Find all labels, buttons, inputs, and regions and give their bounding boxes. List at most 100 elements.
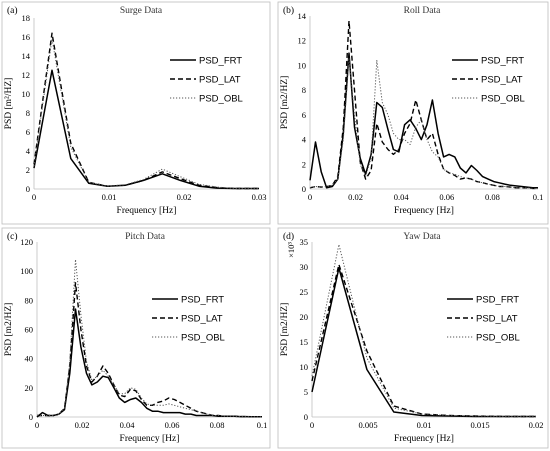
y-tick-label: 4	[302, 135, 307, 145]
panel-frame	[1, 227, 271, 449]
x-tick-label: 0	[308, 192, 312, 202]
y-tick-label: 18	[22, 13, 31, 23]
y-axis-label: PSD [m2/HZ]	[280, 76, 290, 130]
x-tick-label: 0.03	[252, 192, 267, 202]
panel-label: (c)	[7, 231, 18, 242]
series-line-psd-lat	[309, 20, 538, 190]
y-tick-label: 60	[25, 325, 34, 335]
x-tick-label: 0.01	[417, 420, 432, 430]
series-line-psd-obl	[33, 38, 259, 189]
y-tick-label: 10	[298, 60, 307, 70]
x-axis-label: Frequency [Hz]	[117, 206, 177, 216]
x-tick-label: 0	[35, 420, 39, 430]
series-line-psd-frt	[36, 308, 262, 418]
y-tick-label: 14	[22, 51, 31, 61]
legend-entry: PSD_LAT	[476, 314, 518, 325]
series-line-psd-obl	[309, 57, 538, 189]
y-tick-label: 5	[304, 387, 308, 397]
y-tick-label: 30	[300, 262, 309, 272]
y-tick-label: 8	[26, 108, 30, 118]
y-tick-label: 25	[300, 287, 309, 297]
x-tick-label: 0.01	[102, 192, 117, 202]
x-axis-label: Frequency [Hz]	[120, 434, 180, 444]
y-tick-label: 10	[22, 89, 31, 99]
panel-b: (b) Roll Data 0 2 4 6 8 10 12 14 0 0.02 0.04 0.06 0.08…	[277, 1, 549, 225]
y-tick-label: 0	[302, 184, 306, 194]
y-tick-label: 80	[25, 295, 34, 305]
x-tick-label: 0.015	[470, 420, 489, 430]
x-tick-label: 0.04	[120, 420, 136, 430]
panel-label: (a)	[7, 5, 18, 16]
panel-label: (b)	[283, 5, 294, 16]
y-tick-label: 2	[302, 159, 306, 169]
legend-entry: PSD_LAT	[199, 75, 241, 86]
y-axis-label: PSD [m2/HZ]	[280, 303, 290, 357]
y-tick-label: 40	[25, 354, 34, 364]
series-line-psd-obl	[37, 259, 262, 418]
legend-entry: PSD_OBL	[481, 94, 525, 105]
series-line-psd-frt	[33, 69, 259, 190]
y-tick-label: 14	[298, 11, 307, 21]
x-tick-label: 0.02	[348, 192, 363, 202]
panel-label: (d)	[283, 231, 294, 242]
legend-entry: PSD_OBL	[181, 333, 225, 344]
x-tick-label: 0.1	[257, 420, 268, 430]
panel-frame	[277, 227, 549, 449]
y-tick-label: 20	[300, 312, 309, 322]
y-tick-label: 10	[300, 362, 309, 372]
panel-c: (c) Pitch Data 0 20 40 60 80 100 120 0 0.02 0.04 0.0…	[1, 227, 271, 449]
legend-entry: PSD_FRT	[476, 295, 519, 306]
panel-frame	[1, 1, 271, 225]
y-multiplier-label: ×10³	[286, 242, 296, 258]
y-tick-label: 15	[300, 337, 309, 347]
y-axis-label: PSD [m2/HZ]	[4, 303, 14, 357]
legend-entry: PSD_FRT	[481, 56, 524, 67]
y-tick-label: 8	[302, 85, 306, 95]
legend-entry: PSD_LAT	[181, 314, 223, 325]
x-tick-label: 0.06	[165, 420, 180, 430]
y-tick-label: 0	[29, 412, 33, 422]
legend-entry: PSD_FRT	[199, 56, 242, 67]
chart-title: Roll Data	[404, 6, 441, 16]
x-tick-label: 0.02	[75, 420, 90, 430]
chart-title: Yaw Data	[403, 232, 441, 242]
legend-entry: PSD_OBL	[476, 333, 520, 344]
x-tick-label: 0.02	[177, 192, 192, 202]
y-tick-label: 20	[25, 383, 34, 393]
y-tick-label: 0	[304, 412, 308, 422]
series-line-psd-lat	[37, 282, 262, 418]
legend-entry: PSD_OBL	[199, 94, 243, 105]
series-line-psd-lat	[33, 32, 259, 190]
x-tick-label: 0.1	[533, 192, 544, 202]
x-tick-label: 0	[32, 192, 36, 202]
legend-entry: PSD_FRT	[181, 295, 224, 306]
y-tick-label: 12	[298, 36, 307, 46]
y-tick-label: 12	[22, 70, 31, 80]
chart-title: Surge Data	[120, 6, 163, 16]
y-tick-label: 6	[302, 110, 306, 120]
x-tick-label: 0.04	[394, 192, 410, 202]
panel-a: (a) Surge Data 0 2 4 6 8 10 12 14 16 18 0 0.01 0.02 0.0…	[1, 1, 271, 225]
panel-frame	[277, 1, 549, 225]
chart-title: Pitch Data	[125, 232, 166, 242]
y-tick-label: 2	[26, 165, 30, 175]
series-line-psd-obl	[311, 244, 536, 417]
y-tick-label: 4	[26, 146, 31, 156]
panel-d: (d) Yaw Data 0 5 10 15 20 25 30 35 0 0.005 0.01 0.015…	[277, 227, 549, 449]
x-tick-label: 0	[310, 420, 314, 430]
y-tick-label: 16	[22, 32, 31, 42]
y-tick-label: 35	[300, 237, 309, 247]
y-axis-label: PSD [m²/HZ]	[4, 78, 14, 130]
x-tick-label: 0.02	[529, 420, 544, 430]
y-tick-label: 0	[26, 184, 30, 194]
x-tick-label: 0.005	[358, 420, 377, 430]
x-axis-label: Frequency [Hz]	[394, 206, 454, 216]
y-tick-label: 100	[20, 266, 33, 276]
x-tick-label: 0.08	[210, 420, 225, 430]
x-axis-label: Frequency [Hz]	[394, 434, 454, 444]
legend-entry: PSD_LAT	[481, 75, 523, 86]
series-line-psd-lat	[311, 263, 536, 418]
x-tick-label: 0.08	[485, 192, 500, 202]
y-tick-label: 6	[26, 127, 30, 137]
